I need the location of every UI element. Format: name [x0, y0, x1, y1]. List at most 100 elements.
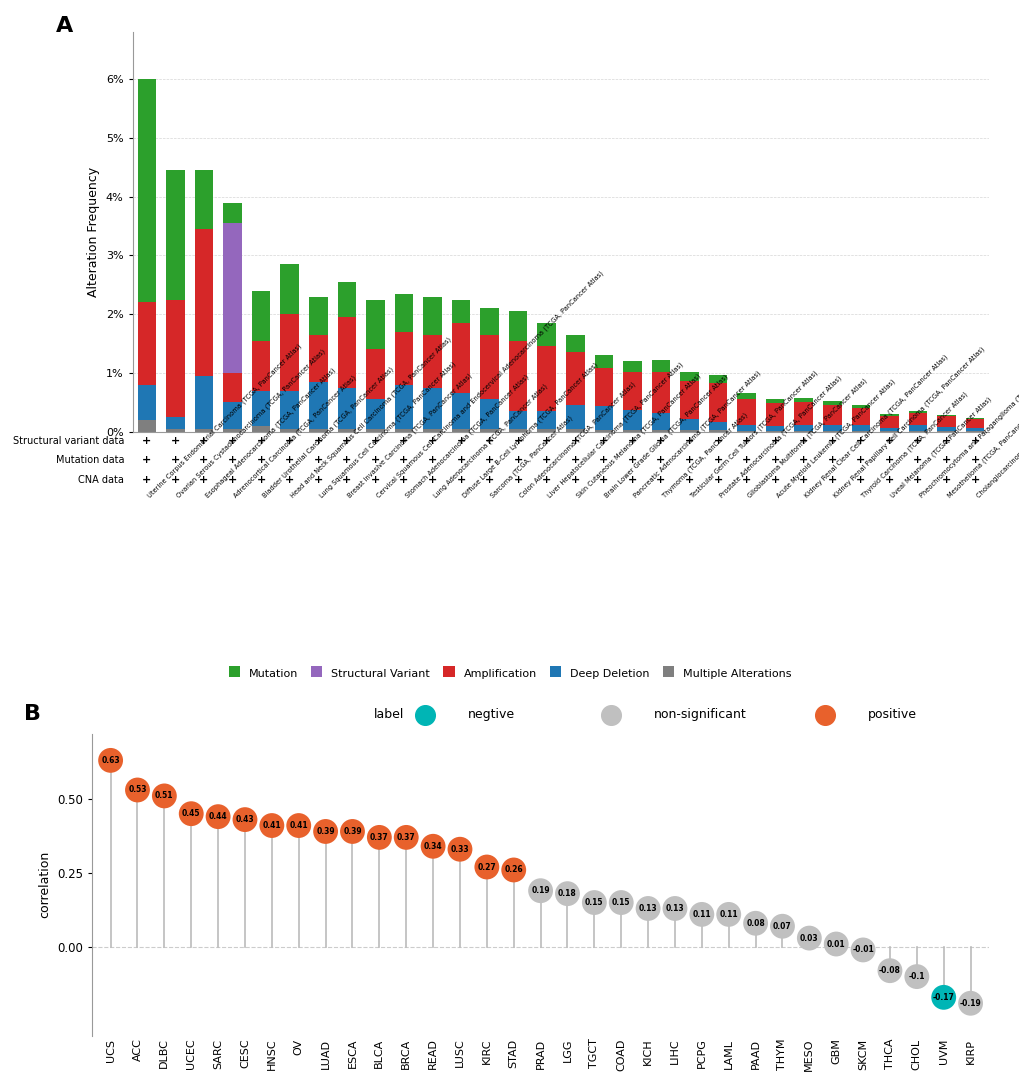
Point: [639, 900, 655, 917]
Text: Testicular Germ Cell Tumors (TCGA, PanCancer Atlas): Testicular Germ Cell Tumors (TCGA, PanCa…: [689, 369, 818, 498]
Text: +: +: [941, 455, 951, 465]
Bar: [594, 355, 612, 368]
Bar: [566, 406, 584, 428]
Point: [417, 706, 433, 723]
Text: +: +: [370, 436, 380, 446]
Text: 0.15: 0.15: [585, 898, 603, 907]
Text: Kidney Renal Clear Cell Carcinoma (TCGA, PanCancer Atlas): Kidney Renal Clear Cell Carcinoma (TCGA,…: [803, 353, 949, 498]
Text: label: label: [373, 708, 404, 722]
Point: [666, 900, 683, 917]
Text: non-significant: non-significant: [653, 708, 746, 722]
Text: +: +: [883, 436, 894, 446]
Text: +: +: [969, 436, 979, 446]
Bar: [794, 397, 812, 401]
Bar: [394, 293, 413, 332]
Bar: [651, 431, 669, 432]
Bar: [508, 341, 527, 411]
Point: [290, 817, 307, 834]
Bar: [965, 428, 983, 431]
Text: CNA data: CNA data: [78, 475, 124, 486]
Bar: [280, 428, 299, 432]
Bar: [794, 401, 812, 425]
Text: 0.18: 0.18: [557, 889, 577, 898]
Text: Uveal Melanoma (TCGA, PanCancer Atlas): Uveal Melanoma (TCGA, PanCancer Atlas): [889, 396, 991, 498]
Text: 0.08: 0.08: [746, 919, 764, 928]
Bar: [480, 309, 498, 334]
Text: +: +: [570, 436, 580, 446]
Text: Lung Squamous Cell Carcinoma (TCGA, PanCancer Atlas): Lung Squamous Cell Carcinoma (TCGA, PanC…: [318, 360, 457, 498]
Text: +: +: [142, 475, 152, 486]
Bar: [680, 431, 698, 432]
Point: [719, 905, 736, 923]
Text: Acute Myeloid Leukemia (TCGA, PanCancer Atlas): Acute Myeloid Leukemia (TCGA, PanCancer …: [774, 378, 896, 498]
Text: +: +: [170, 455, 180, 465]
Bar: [166, 300, 184, 416]
Bar: [594, 429, 612, 432]
Bar: [252, 341, 270, 391]
Text: +: +: [655, 436, 665, 446]
Text: +: +: [769, 455, 780, 465]
Bar: [508, 428, 527, 432]
Bar: [737, 425, 755, 431]
Text: Thyroid Carcinoma (TCGA, PanCancer Atlas): Thyroid Carcinoma (TCGA, PanCancer Atlas…: [860, 391, 968, 498]
Point: [586, 893, 602, 911]
Bar: [480, 399, 498, 428]
Text: +: +: [427, 455, 437, 465]
Bar: [737, 399, 755, 425]
Text: +: +: [513, 455, 523, 465]
Text: Structural variant data: Structural variant data: [12, 436, 124, 446]
Text: 0.11: 0.11: [718, 910, 738, 919]
Text: +: +: [427, 436, 437, 446]
Point: [908, 968, 924, 985]
Text: Head and Neck Squamous Cell Carcinoma (TCGA, PanCancer Atlas): Head and Neck Squamous Cell Carcinoma (T…: [289, 336, 452, 498]
Text: Colon Adenocarcinoma (TCGA, PanCancer Atlas): Colon Adenocarcinoma (TCGA, PanCancer At…: [518, 381, 636, 498]
Bar: [280, 264, 299, 314]
Bar: [566, 428, 584, 432]
Bar: [480, 428, 498, 432]
Text: Pancreatic Adenocarcinoma (TCGA, PanCancer Atlas): Pancreatic Adenocarcinoma (TCGA, PanCanc…: [632, 369, 761, 498]
Point: [264, 817, 280, 834]
Text: +: +: [227, 455, 237, 465]
Text: +: +: [798, 436, 808, 446]
Text: -0.08: -0.08: [878, 966, 900, 975]
Bar: [252, 391, 270, 426]
Point: [532, 882, 548, 899]
Text: +: +: [284, 475, 294, 486]
Text: +: +: [684, 475, 694, 486]
Bar: [537, 323, 555, 346]
Bar: [337, 317, 356, 387]
Bar: [366, 399, 384, 428]
Bar: [936, 416, 955, 427]
Bar: [166, 428, 184, 432]
Text: +: +: [712, 455, 722, 465]
Text: +: +: [541, 455, 551, 465]
Text: A: A: [55, 16, 72, 37]
Point: [602, 706, 619, 723]
Text: +: +: [284, 436, 294, 446]
Text: +: +: [455, 436, 466, 446]
Bar: [651, 371, 669, 413]
Bar: [366, 300, 384, 350]
Bar: [879, 414, 898, 416]
Bar: [680, 381, 698, 419]
Text: +: +: [941, 475, 951, 486]
Text: +: +: [341, 475, 352, 486]
Text: Liver Hepatocellular Carcinoma (TCGA, PanCancer Atlas): Liver Hepatocellular Carcinoma (TCGA, Pa…: [546, 360, 684, 498]
Text: +: +: [969, 475, 979, 486]
Text: +: +: [570, 475, 580, 486]
Point: [747, 915, 763, 932]
Text: +: +: [798, 475, 808, 486]
Text: +: +: [627, 436, 637, 446]
Bar: [309, 382, 327, 428]
Point: [478, 859, 494, 876]
Text: 0.03: 0.03: [799, 933, 818, 943]
Bar: [623, 431, 641, 432]
Text: +: +: [341, 455, 352, 465]
Text: +: +: [627, 475, 637, 486]
Text: Diffuse Large B-Cell Lymphoma (TCGA, PanCancer Atlas): Diffuse Large B-Cell Lymphoma (TCGA, Pan…: [461, 361, 598, 498]
Point: [558, 885, 575, 902]
Text: 0.39: 0.39: [316, 827, 334, 836]
Point: [425, 837, 441, 855]
Point: [451, 841, 468, 858]
Text: +: +: [855, 455, 865, 465]
